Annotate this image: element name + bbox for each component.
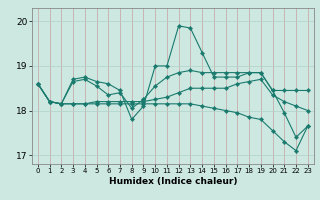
X-axis label: Humidex (Indice chaleur): Humidex (Indice chaleur) — [108, 177, 237, 186]
